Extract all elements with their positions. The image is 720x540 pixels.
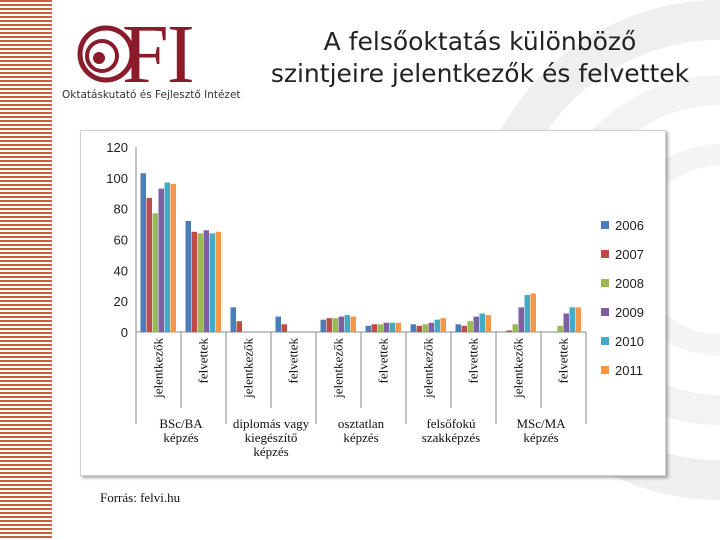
group-label: képzés bbox=[163, 430, 198, 445]
bar bbox=[320, 319, 326, 332]
logo-letters: FI bbox=[122, 10, 193, 90]
bar bbox=[230, 307, 236, 332]
category-label: jelentkezők bbox=[151, 338, 166, 399]
bar bbox=[506, 330, 512, 332]
legend-swatch bbox=[601, 366, 609, 374]
legend-swatch bbox=[601, 250, 609, 258]
bar bbox=[158, 188, 164, 332]
bar bbox=[197, 233, 203, 332]
category-label: felvettek bbox=[196, 338, 211, 384]
bar bbox=[524, 295, 530, 332]
category-label: jelentkezők bbox=[421, 338, 436, 399]
y-tick-label: 0 bbox=[121, 325, 128, 340]
group-label: felsőfokú bbox=[426, 416, 476, 431]
group-label: képzés bbox=[343, 430, 378, 445]
bar bbox=[569, 307, 575, 332]
bar bbox=[275, 316, 281, 332]
bar bbox=[467, 321, 473, 332]
bar bbox=[428, 322, 434, 332]
legend-swatch bbox=[601, 221, 609, 229]
bar bbox=[140, 173, 146, 332]
page-title: A felsőoktatás különböző szintjeire jele… bbox=[250, 26, 710, 90]
bar bbox=[395, 322, 401, 332]
legend-swatch bbox=[601, 308, 609, 316]
group-label: BSc/BA bbox=[159, 416, 203, 431]
bar bbox=[170, 184, 176, 332]
category-label: felvettek bbox=[286, 338, 301, 384]
group-label: osztatlan bbox=[338, 416, 385, 431]
category-label: felvettek bbox=[556, 338, 571, 384]
y-tick-label: 80 bbox=[114, 202, 128, 217]
group-label: szakképzés bbox=[422, 430, 480, 445]
group-label: MSc/MA bbox=[516, 416, 566, 431]
category-label: jelentkezők bbox=[331, 338, 346, 399]
category-label: jelentkezők bbox=[511, 338, 526, 399]
category-label: felvettek bbox=[466, 338, 481, 384]
bar bbox=[518, 307, 524, 332]
y-tick-label: 20 bbox=[114, 294, 128, 309]
bar bbox=[434, 319, 440, 332]
title-line-1: A felsőoktatás különböző bbox=[323, 27, 637, 56]
bar bbox=[236, 321, 242, 332]
bar bbox=[185, 221, 191, 332]
bar bbox=[461, 325, 467, 332]
bar bbox=[203, 230, 209, 332]
bar bbox=[209, 233, 215, 332]
bar bbox=[530, 293, 536, 332]
bar bbox=[410, 324, 416, 332]
bar bbox=[557, 325, 563, 332]
bar bbox=[152, 213, 158, 332]
legend-label: 2011 bbox=[615, 363, 643, 378]
bar bbox=[191, 231, 197, 332]
y-tick-label: 60 bbox=[114, 233, 128, 248]
group-label: kiegészítő bbox=[245, 430, 298, 445]
legend-swatch bbox=[601, 337, 609, 345]
group-label: diplomás vagy bbox=[233, 416, 310, 431]
category-label: jelentkezők bbox=[241, 338, 256, 399]
bar bbox=[383, 322, 389, 332]
bar bbox=[326, 318, 332, 332]
source-note: Forrás: felvi.hu bbox=[100, 490, 181, 505]
bar bbox=[422, 324, 428, 332]
legend-label: 2007 bbox=[615, 247, 644, 262]
legend-label: 2006 bbox=[615, 218, 644, 233]
bar bbox=[416, 325, 422, 332]
y-tick-label: 100 bbox=[106, 171, 128, 186]
decorative-stripes bbox=[0, 0, 52, 540]
bar bbox=[215, 231, 221, 332]
bar bbox=[371, 324, 377, 332]
bar bbox=[512, 324, 518, 332]
bar bbox=[365, 325, 371, 332]
bar bbox=[575, 307, 581, 332]
legend-label: 2008 bbox=[615, 276, 644, 291]
bar bbox=[377, 324, 383, 332]
bar bbox=[281, 324, 287, 332]
bar bbox=[455, 324, 461, 332]
y-tick-label: 120 bbox=[106, 140, 128, 155]
legend-swatch bbox=[601, 279, 609, 287]
bar bbox=[332, 318, 338, 332]
bar bbox=[350, 316, 356, 332]
bar bbox=[485, 315, 491, 332]
category-label: felvettek bbox=[376, 338, 391, 384]
title-line-2: szintjeire jelentkezők és felvettek bbox=[270, 59, 690, 88]
bar bbox=[479, 313, 485, 332]
group-label: képzés bbox=[523, 430, 558, 445]
group-label: képzés bbox=[253, 444, 288, 459]
bar-chart: 0 20 40 60 80 100 120 jelentkezők felvettek jelen… bbox=[106, 140, 644, 459]
bar bbox=[164, 182, 170, 332]
legend-label: 2009 bbox=[615, 305, 644, 320]
bar bbox=[440, 318, 446, 332]
bar bbox=[344, 315, 350, 332]
y-tick-label: 40 bbox=[114, 263, 128, 278]
chart-container: 0 20 40 60 80 100 120 jelentkezők felvettek jelen… bbox=[80, 130, 666, 476]
bar bbox=[146, 197, 152, 332]
logo-subtitle: Oktatáskutató és Fejlesztő Intézet bbox=[62, 89, 241, 101]
ofi-logo: FI bbox=[74, 8, 234, 101]
bar bbox=[473, 316, 479, 332]
bar bbox=[563, 313, 569, 332]
legend-label: 2010 bbox=[615, 334, 644, 349]
bar bbox=[338, 316, 344, 332]
bar bbox=[389, 322, 395, 332]
